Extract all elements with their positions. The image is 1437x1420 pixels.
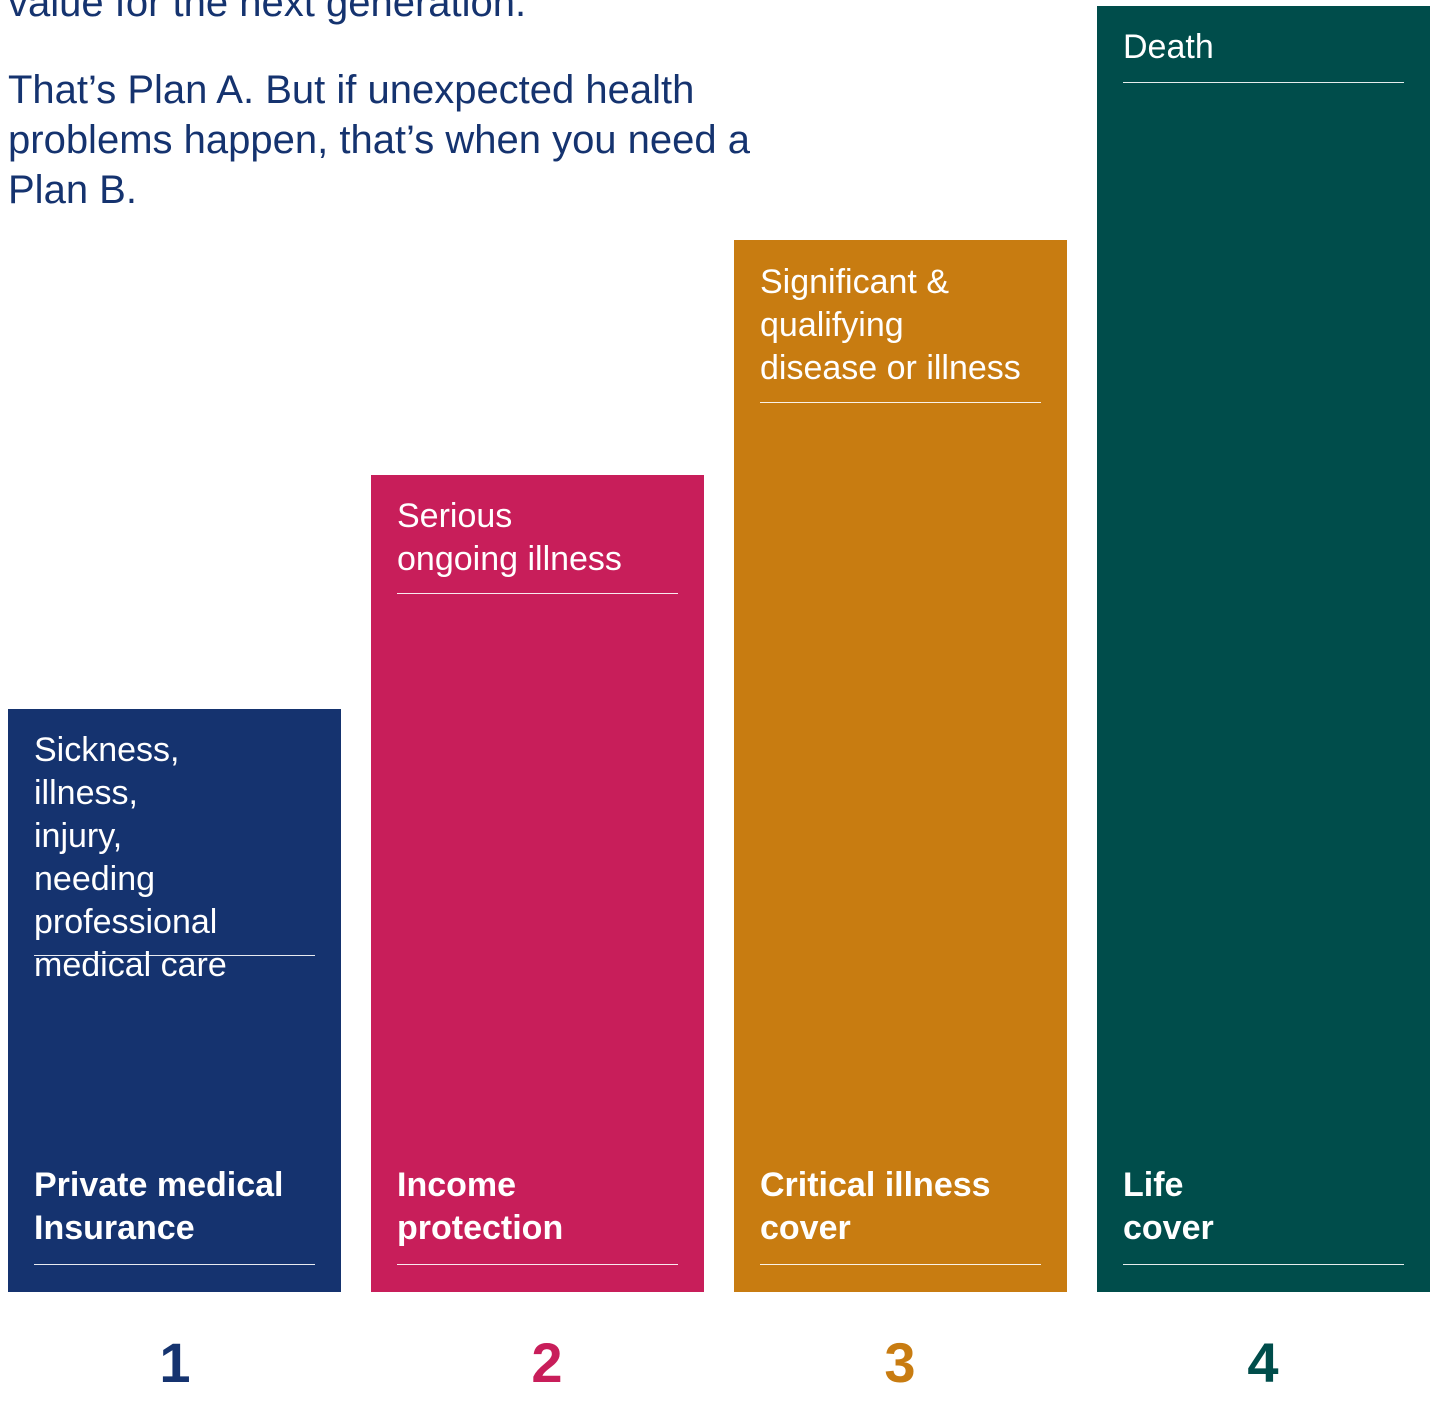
description-divider — [34, 955, 315, 956]
column-title: Life cover — [1123, 1164, 1410, 1250]
column-description: Death — [1123, 28, 1214, 66]
column-title-line-2: cover — [1123, 1209, 1214, 1247]
column-critical-illness-cover: Significant & qualifying disease or illn… — [734, 240, 1067, 1292]
column-number-3: 3 — [884, 1331, 916, 1394]
column-description: Significant & qualifying disease or illn… — [760, 263, 1021, 387]
column-title-line-2: cover — [760, 1209, 851, 1247]
column-number-4: 4 — [1247, 1331, 1279, 1394]
intro-line-2: That’s Plan A. But if unexpected health … — [8, 68, 751, 212]
column-title: Private medical Insurance — [34, 1164, 321, 1250]
column-income-protection: Serious ongoing illness Income protectio… — [371, 475, 704, 1292]
column-description: Serious ongoing illness — [397, 497, 622, 578]
column-title-line-1: Private medical — [34, 1166, 284, 1204]
column-number-2: 2 — [531, 1331, 563, 1394]
column-title: Critical illness cover — [760, 1164, 1047, 1250]
column-title-line-1: Critical illness — [760, 1166, 991, 1204]
column-title: Income protection — [397, 1164, 684, 1250]
description-divider — [1123, 82, 1404, 83]
title-divider — [760, 1264, 1041, 1265]
description-divider — [397, 593, 678, 594]
title-divider — [1123, 1264, 1404, 1265]
column-private-medical-insurance: Sickness, illness, injury, needing profe… — [8, 709, 341, 1292]
column-title-line-2: Insurance — [34, 1209, 195, 1247]
title-divider — [397, 1264, 678, 1265]
column-number-1: 1 — [159, 1331, 191, 1394]
column-title-line-1: Income — [397, 1166, 517, 1204]
column-title-line-1: Life — [1123, 1166, 1184, 1204]
column-description: Sickness, illness, injury, needing profe… — [34, 731, 227, 984]
description-divider — [760, 402, 1041, 403]
column-life-cover: Death Life cover — [1097, 6, 1430, 1292]
title-divider — [34, 1264, 315, 1265]
intro-line-1: value for the next generation. — [8, 0, 527, 25]
column-title-line-2: protection — [397, 1209, 564, 1247]
